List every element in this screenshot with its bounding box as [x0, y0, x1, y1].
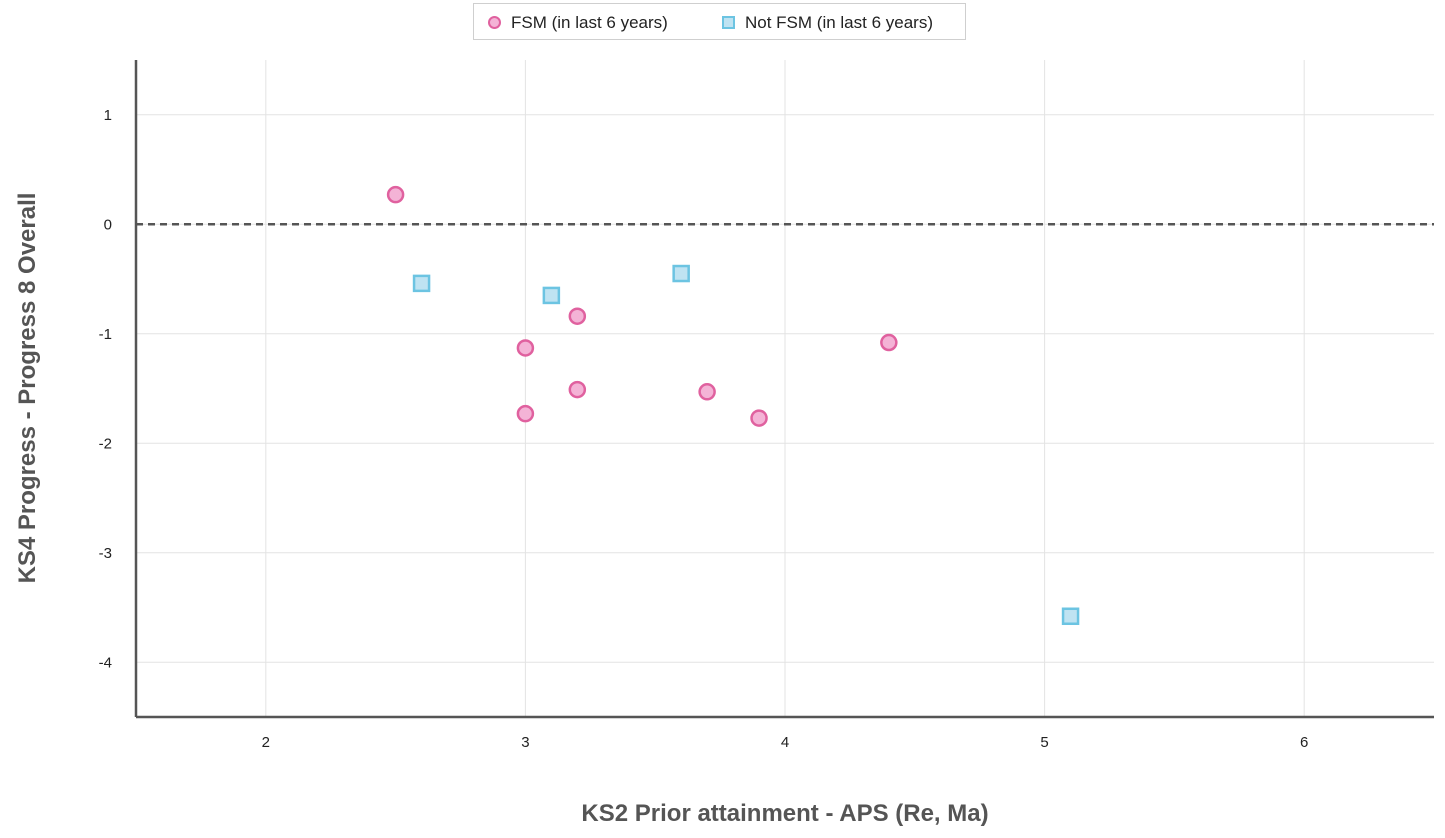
x-tick-label: 3 — [521, 734, 529, 751]
fsm-point — [750, 409, 768, 427]
legend: FSM (in last 6 years) Not FSM (in last 6… — [473, 3, 966, 40]
y-tick-label: -4 — [99, 654, 112, 671]
fsm-point — [386, 185, 405, 204]
y-tick-label: -2 — [99, 435, 112, 452]
y-tick-label: -3 — [99, 545, 112, 562]
legend-item-fsm[interactable]: FSM (in last 6 years) — [488, 4, 668, 41]
legend-square-marker — [722, 16, 735, 29]
x-tick-label: 5 — [1040, 734, 1048, 751]
y-tick-label: -1 — [99, 326, 112, 343]
fsm-point — [568, 380, 587, 399]
fsm-point — [698, 383, 716, 401]
not-fsm-point — [542, 286, 561, 305]
fsm-point — [516, 404, 535, 423]
x-tick-label: 6 — [1300, 734, 1308, 751]
y-tick-label: 1 — [104, 107, 112, 124]
legend-circle-marker — [488, 16, 501, 29]
grid-lines — [136, 60, 1434, 717]
fsm-point — [516, 339, 535, 357]
x-tick-label: 2 — [262, 734, 270, 751]
axes — [134, 60, 1434, 719]
not-fsm-point — [672, 264, 690, 283]
not-fsm-point — [412, 274, 431, 293]
legend-item-not-fsm[interactable]: Not FSM (in last 6 years) — [722, 4, 933, 41]
x-axis-title: KS2 Prior attainment - APS (Re, Ma) — [581, 800, 989, 827]
tick-labels: 2 3 4 5 6 1 0 -1 -2 -3 -4 — [99, 107, 1309, 751]
legend-label-not-fsm: Not FSM (in last 6 years) — [745, 12, 933, 32]
fsm-point — [568, 307, 587, 325]
legend-label-fsm: FSM (in last 6 years) — [511, 12, 668, 32]
data-points — [386, 185, 1080, 626]
y-tick-label: 0 — [104, 216, 112, 233]
fsm-point — [880, 333, 898, 352]
not-fsm-point — [1061, 607, 1080, 626]
x-tick-label: 4 — [781, 734, 789, 751]
y-axis-title: KS4 Progress - Progress 8 Overall — [14, 192, 41, 584]
